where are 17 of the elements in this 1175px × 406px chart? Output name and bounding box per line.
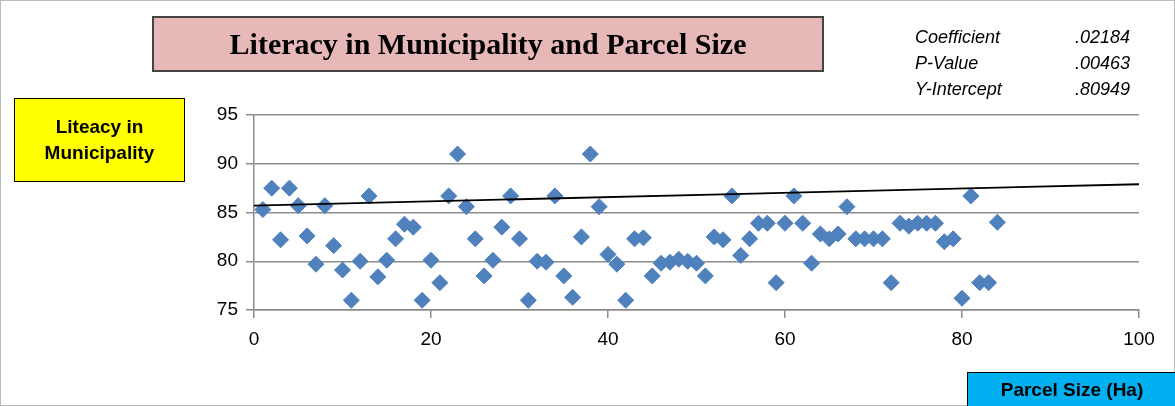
chart-title: Literacy in Municipality and Parcel Size (152, 16, 824, 72)
text: P-Value .00463 (915, 53, 1130, 73)
x-tick-label: 100 (1123, 327, 1155, 349)
y-tick-label: 85 (216, 200, 238, 222)
text: Y-Intercept .80949 (915, 79, 1130, 99)
x-tick-label: 20 (420, 327, 442, 349)
x-tick-label: 60 (774, 327, 796, 349)
y-tick-label: 95 (216, 103, 238, 125)
x-axis-title: Parcel Size (Ha) (967, 372, 1175, 406)
y-tick-label: 80 (216, 249, 238, 271)
y-axis-title: Liteacy in Municipality (14, 98, 185, 182)
y-tick-label: 90 (216, 151, 238, 173)
x-tick-label: 80 (951, 327, 973, 349)
x-tick-label: 0 (248, 327, 260, 349)
x-tick-label: 40 (597, 327, 619, 349)
text: Coefficient .02184 (915, 27, 1130, 47)
y-tick-label: 75 (216, 298, 238, 320)
